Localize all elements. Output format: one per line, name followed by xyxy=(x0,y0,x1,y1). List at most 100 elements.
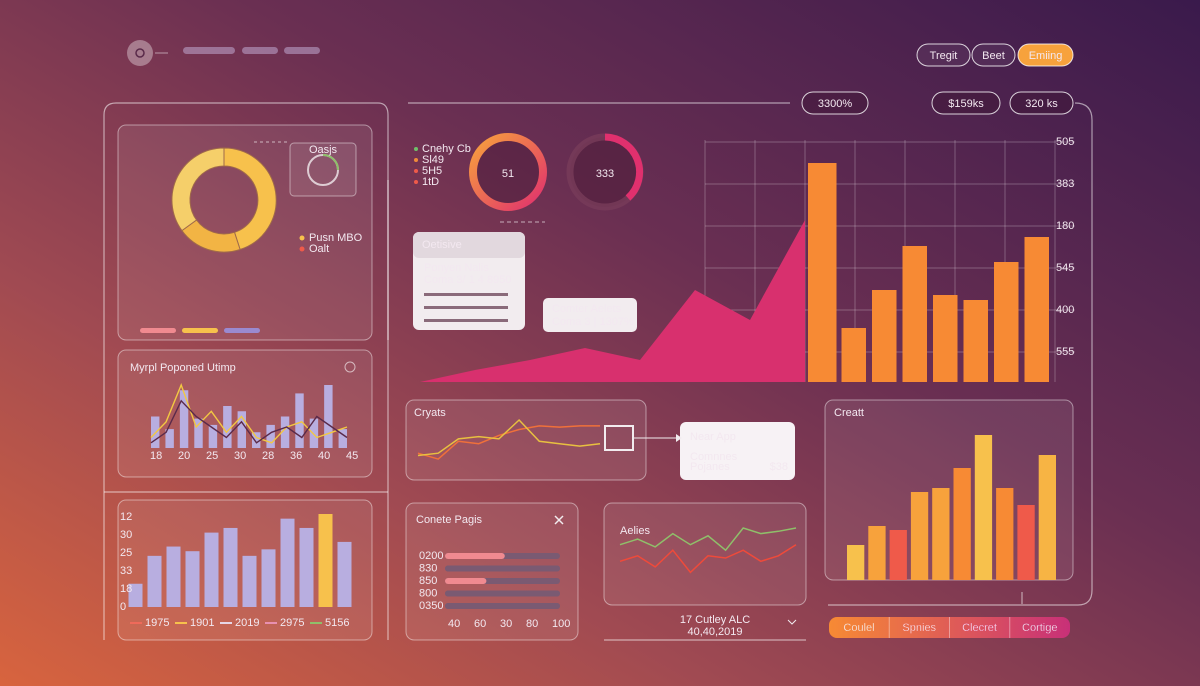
callout xyxy=(543,298,637,332)
close-icon[interactable] xyxy=(554,515,564,525)
segment-label: Spnies xyxy=(902,622,936,634)
panel-title: Conete Pagis xyxy=(416,514,483,526)
legend-label: 2975 xyxy=(280,617,304,629)
stat-pill xyxy=(801,91,869,115)
row-label: 830 xyxy=(419,562,437,574)
panel-title: Myrpl Poponed Utimp xyxy=(130,362,236,374)
bar xyxy=(974,435,993,580)
line xyxy=(417,425,600,460)
legend-label: 5H5 xyxy=(422,165,442,177)
bar xyxy=(266,424,275,448)
bar xyxy=(445,603,560,609)
button-label: Emiing xyxy=(1029,50,1063,62)
bar xyxy=(953,468,971,580)
bar xyxy=(996,488,1014,580)
line xyxy=(150,383,348,444)
x-tick-label: 30 xyxy=(234,450,246,462)
y-tick-label: 400 xyxy=(1056,304,1074,316)
y-tick-label: 180 xyxy=(1056,220,1074,232)
x-tick-label: 20 xyxy=(178,450,190,462)
stat-pill xyxy=(931,91,1001,115)
header-button[interactable] xyxy=(916,43,971,67)
footer-text: 17 Cutley ALC xyxy=(680,614,750,626)
header-button[interactable] xyxy=(1017,43,1074,67)
x-tick-label: 60 xyxy=(474,618,486,630)
x-tick-label: 40 xyxy=(448,618,460,630)
segment-label: Cortige xyxy=(1022,622,1057,634)
bar xyxy=(808,163,837,382)
bar xyxy=(280,416,290,448)
callout-line xyxy=(424,319,508,322)
legend-label: Pusn MBO xyxy=(309,232,363,244)
x-tick-label: 28 xyxy=(262,450,274,462)
y-tick-label: 12 xyxy=(120,511,132,523)
button-label: Tregit xyxy=(930,50,958,62)
bar xyxy=(318,514,333,607)
segment-label: Clecret xyxy=(962,622,997,634)
bar xyxy=(128,583,143,607)
panel-title: Aelies xyxy=(620,525,650,537)
icon[interactable] xyxy=(344,361,356,373)
kpi-ring xyxy=(469,133,547,211)
bar xyxy=(445,553,505,559)
area xyxy=(420,220,805,382)
stat-value: 3300% xyxy=(818,98,852,110)
y-tick-label: 30 xyxy=(120,529,132,541)
card-value: $38 xyxy=(770,461,788,473)
x-tick-label: 25 xyxy=(206,450,218,462)
panel-title: Creatt xyxy=(834,407,864,419)
bar xyxy=(847,545,865,580)
legend-dot xyxy=(299,246,305,252)
callout-title: Oetisive xyxy=(422,239,462,251)
bar xyxy=(166,546,181,607)
y-tick-label: 383 xyxy=(1056,178,1074,190)
y-tick-label: 555 xyxy=(1056,346,1074,358)
row-label: 0200 xyxy=(419,550,443,562)
bar xyxy=(295,393,304,448)
bar xyxy=(252,432,261,448)
callout-line xyxy=(424,306,508,309)
bar xyxy=(309,418,319,448)
bar xyxy=(165,429,174,448)
line xyxy=(619,544,797,574)
bar xyxy=(324,385,333,448)
y-tick-label: 25 xyxy=(120,547,132,559)
bar xyxy=(147,555,162,607)
callout-line xyxy=(424,293,508,296)
card[interactable] xyxy=(680,422,795,480)
x-tick-label: 100 xyxy=(552,618,570,630)
bar xyxy=(1038,455,1056,580)
legend-label: 1975 xyxy=(145,617,169,629)
bar xyxy=(299,527,314,607)
bar xyxy=(889,530,907,580)
callout-text: Coma 3 | 1307% xyxy=(552,316,634,328)
legend-dot xyxy=(414,158,418,162)
bar xyxy=(1017,505,1035,580)
callout-header xyxy=(413,232,525,258)
bar xyxy=(445,578,487,584)
x-tick-label: 45 xyxy=(346,450,358,462)
bar xyxy=(868,526,886,580)
panel-title: Cryats xyxy=(414,407,446,419)
nav-pill[interactable] xyxy=(183,47,235,54)
legend-label: Cnehy Cb xyxy=(422,143,471,155)
legend-label: 5156 xyxy=(325,617,349,629)
x-tick-label: 36 xyxy=(290,450,302,462)
arrow-head xyxy=(676,434,682,442)
y-tick-label: 18 xyxy=(120,583,132,595)
x-tick-label: 80 xyxy=(526,618,538,630)
x-tick-label: 40 xyxy=(318,450,330,462)
segmented-control[interactable] xyxy=(829,617,1070,638)
y-tick-label: 0 xyxy=(120,601,126,613)
bar xyxy=(963,300,988,382)
nav-pill[interactable] xyxy=(242,47,278,54)
nav-pill[interactable] xyxy=(284,47,320,54)
chevron[interactable] xyxy=(787,619,797,625)
pill xyxy=(140,328,176,333)
header-button[interactable] xyxy=(971,43,1016,67)
cryats-panel xyxy=(405,399,647,481)
legend-dot xyxy=(414,147,418,151)
kpi-value: 333 xyxy=(596,168,614,180)
legend-dot xyxy=(414,169,418,173)
